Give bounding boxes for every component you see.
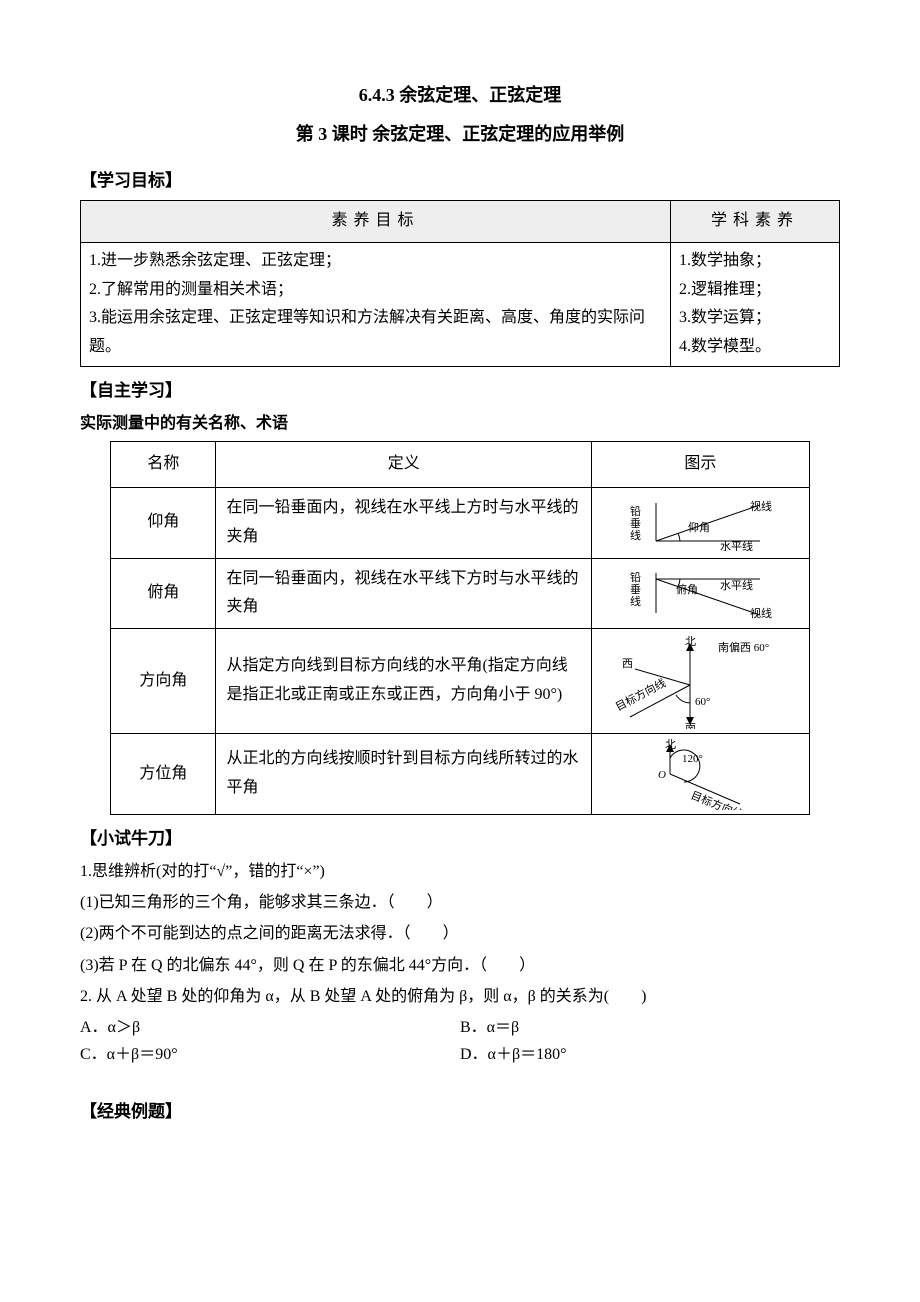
svg-text:视线: 视线 <box>750 499 772 513</box>
term-def: 从指定方向线到目标方向线的水平角(指定方向线是指正北或正南或正东或正西，方向角小… <box>216 629 592 734</box>
svg-text:水平线: 水平线 <box>720 578 753 592</box>
q1-item-1: (1)已知三角形的三个角，能够求其三条边．（ ） <box>80 889 840 916</box>
term-name: 俯角 <box>111 558 216 629</box>
q1-item-2: (2)两个不可能到达的点之间的距离无法求得．（ ） <box>80 920 840 947</box>
term-name: 方向角 <box>111 629 216 734</box>
goals-right-cell: 1.数学抽象； 2.逻辑推理； 3.数学运算； 4.数学模型。 <box>671 242 840 366</box>
terms-header-def: 定义 <box>216 442 592 488</box>
term-def: 从正北的方向线按顺时针到目标方向线所转过的水平角 <box>216 734 592 815</box>
goals-header-right: 学科素养 <box>671 201 840 243</box>
q2-options: A．α＞β B．α＝β C．α＋β＝90° D．α＋β＝180° <box>80 1014 840 1068</box>
svg-text:垂: 垂 <box>630 583 641 596</box>
examples-heading: 【经典例题】 <box>80 1098 840 1127</box>
goals-heading: 【学习目标】 <box>80 167 840 196</box>
term-name: 仰角 <box>111 487 216 558</box>
svg-text:线: 线 <box>630 594 641 608</box>
elevation-angle-icon: 铅 垂 线 视线 仰角 水平线 <box>610 495 790 551</box>
section-number-title: 6.4.3 余弦定理、正弦定理 <box>80 80 840 111</box>
try-heading: 【小试牛刀】 <box>80 825 840 854</box>
svg-text:垂: 垂 <box>630 517 641 530</box>
goals-right-1: 1.数学抽象； <box>679 247 831 276</box>
svg-text:南: 南 <box>685 721 696 729</box>
term-name: 方位角 <box>111 734 216 815</box>
svg-text:O: O <box>658 769 666 781</box>
goals-left-cell: 1.进一步熟悉余弦定理、正弦定理； 2.了解常用的测量相关术语； 3.能运用余弦… <box>81 242 671 366</box>
svg-text:线: 线 <box>630 528 641 542</box>
q2-opt-a: A．α＞β <box>80 1014 460 1041</box>
goals-table: 素养目标 学科素养 1.进一步熟悉余弦定理、正弦定理； 2.了解常用的测量相关术… <box>80 200 840 367</box>
svg-text:水平线: 水平线 <box>720 539 753 551</box>
table-row: 方位角 从正北的方向线按顺时针到目标方向线所转过的水平角 北 O 120° 目标… <box>111 734 809 815</box>
svg-text:仰角: 仰角 <box>688 520 710 534</box>
term-fig: 北 O 120° 目标方向线 <box>592 734 809 815</box>
svg-text:60°: 60° <box>695 696 710 708</box>
svg-text:铅: 铅 <box>630 570 641 584</box>
q2-stem: 2. 从 A 处望 B 处的仰角为 α，从 B 处望 A 处的俯角为 β，则 α… <box>80 983 840 1010</box>
terms-table: 名称 定义 图示 仰角 在同一铅垂面内，视线在水平线上方时与水平线的夹角 铅 垂… <box>110 441 809 815</box>
svg-text:北: 北 <box>685 635 696 648</box>
self-study-sub: 实际测量中的有关名称、术语 <box>80 410 840 437</box>
term-fig: 铅 垂 线 视线 仰角 水平线 <box>592 487 809 558</box>
terms-header-name: 名称 <box>111 442 216 488</box>
svg-text:北: 北 <box>665 738 676 751</box>
q2-opt-d: D．α＋β＝180° <box>460 1041 840 1068</box>
goals-left-2: 2.了解常用的测量相关术语； <box>89 276 662 305</box>
term-fig: 铅 垂 线 俯角 水平线 视线 <box>592 558 809 629</box>
table-row: 俯角 在同一铅垂面内，视线在水平线下方时与水平线的夹角 铅 垂 线 俯角 水平线… <box>111 558 809 629</box>
table-row: 方向角 从指定方向线到目标方向线的水平角(指定方向线是指正北或正南或正东或正西，… <box>111 629 809 734</box>
svg-text:目标方向线: 目标方向线 <box>689 788 745 810</box>
term-fig: 北 南 西 目标方向线 60° 南偏西 60° <box>592 629 809 734</box>
self-study-heading: 【自主学习】 <box>80 377 840 406</box>
goals-header-left: 素养目标 <box>81 201 671 243</box>
lesson-title: 第 3 课时 余弦定理、正弦定理的应用举例 <box>80 119 840 150</box>
q1-stem: 1.思维辨析(对的打“√”，错的打“×”) <box>80 858 840 885</box>
terms-header-fig: 图示 <box>592 442 809 488</box>
svg-text:120°: 120° <box>682 753 703 765</box>
term-def: 在同一铅垂面内，视线在水平线下方时与水平线的夹角 <box>216 558 592 629</box>
q2-opt-b: B．α＝β <box>460 1014 840 1041</box>
goals-right-3: 3.数学运算； <box>679 304 831 333</box>
goals-left-1: 1.进一步熟悉余弦定理、正弦定理； <box>89 247 662 276</box>
svg-text:西: 西 <box>622 658 633 670</box>
table-row: 仰角 在同一铅垂面内，视线在水平线上方时与水平线的夹角 铅 垂 线 视线 仰角 … <box>111 487 809 558</box>
svg-text:目标方向线: 目标方向线 <box>613 676 668 714</box>
svg-text:俯角: 俯角 <box>676 582 698 596</box>
depression-angle-icon: 铅 垂 线 俯角 水平线 视线 <box>610 565 790 621</box>
term-def: 在同一铅垂面内，视线在水平线上方时与水平线的夹角 <box>216 487 592 558</box>
svg-text:视线: 视线 <box>750 606 772 620</box>
q2-opt-c: C．α＋β＝90° <box>80 1041 460 1068</box>
q1-item-3: (3)若 P 在 Q 的北偏东 44°，则 Q 在 P 的东偏北 44°方向．（… <box>80 952 840 979</box>
goals-right-4: 4.数学模型。 <box>679 333 831 362</box>
goals-left-3: 3.能运用余弦定理、正弦定理等知识和方法解决有关距离、高度、角度的实际问题。 <box>89 304 662 362</box>
goals-right-2: 2.逻辑推理； <box>679 276 831 305</box>
svg-text:南偏西 60°: 南偏西 60° <box>718 640 769 654</box>
azimuth-angle-icon: 北 O 120° 目标方向线 <box>630 738 770 810</box>
direction-angle-icon: 北 南 西 目标方向线 60° 南偏西 60° <box>600 633 800 729</box>
svg-text:铅: 铅 <box>630 504 641 518</box>
